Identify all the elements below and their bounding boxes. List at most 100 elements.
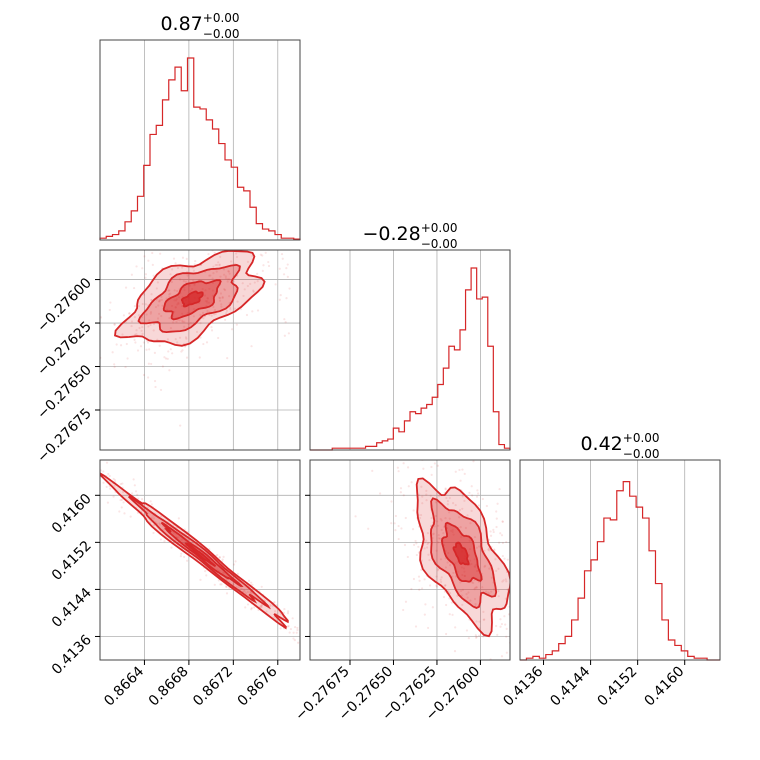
sample-point: [214, 263, 217, 267]
sample-point: [423, 547, 426, 550]
sample-point: [274, 283, 277, 286]
sample-point: [472, 713, 474, 715]
sample-point: [463, 574, 466, 577]
sample-point: [459, 479, 462, 482]
sample-point: [292, 637, 295, 640]
sample-point: [113, 484, 116, 487]
sample-point: [461, 495, 464, 498]
sample-point: [473, 535, 477, 539]
sample-point: [397, 524, 400, 528]
sample-point: [194, 259, 197, 263]
sample-point: [406, 555, 409, 559]
x-tick-label: 0.8668: [146, 664, 192, 710]
sample-point: [147, 376, 150, 379]
sample-point: [437, 495, 441, 498]
sample-point: [524, 529, 526, 531]
sample-point: [171, 352, 174, 355]
sample-point: [407, 485, 410, 488]
sample-point: [179, 555, 182, 558]
x-tick-label: 0.4144: [547, 663, 593, 709]
sample-point: [442, 532, 445, 535]
panel-title-2: −0.28+0.00: [362, 221, 457, 245]
sample-point: [160, 298, 164, 301]
sample-point: [260, 585, 263, 588]
sample-point: [128, 312, 131, 315]
sample-point: [203, 294, 207, 297]
sample-point: [504, 578, 507, 581]
sample-point: [208, 274, 211, 277]
sample-point: [540, 592, 542, 594]
sample-point: [147, 325, 150, 328]
sample-point: [403, 543, 407, 547]
sample-point: [430, 516, 433, 520]
sample-point: [184, 336, 188, 339]
x-tick-label: 0.8676: [235, 663, 281, 709]
sample-point: [212, 272, 215, 275]
scatter-panel-3: [310, 433, 542, 715]
histogram-frame-2: [309, 249, 511, 451]
sample-point: [144, 276, 147, 279]
sample-point: [446, 433, 448, 435]
sample-point: [148, 319, 151, 322]
sample-point: [181, 256, 185, 259]
sample-point: [537, 575, 539, 577]
sample-point: [92, 266, 94, 268]
sample-point: [407, 466, 410, 469]
sample-point: [159, 523, 162, 526]
sample-point: [186, 274, 189, 277]
sample-point: [252, 289, 255, 292]
sample-point: [91, 278, 93, 280]
sample-point: [419, 513, 423, 517]
sample-point: [446, 500, 450, 503]
panel-title-1: 0.87+0.00: [160, 11, 239, 35]
sample-point: [113, 365, 116, 368]
sample-point: [226, 234, 228, 236]
sample-point: [141, 326, 144, 329]
sample-point: [243, 590, 246, 593]
sample-point: [452, 533, 455, 536]
sample-point: [142, 341, 146, 344]
sample-point: [218, 263, 221, 266]
sample-point: [158, 344, 161, 347]
sample-point: [448, 496, 451, 500]
sample-point: [283, 318, 286, 321]
sample-point: [514, 595, 516, 597]
sample-point: [236, 572, 239, 575]
sample-point: [399, 208, 401, 210]
sample-point: [152, 524, 156, 527]
sample-point: [225, 312, 228, 315]
sample-point: [81, 454, 83, 456]
sample-point: [178, 336, 182, 339]
sample-point: [390, 522, 393, 525]
sample-point: [164, 357, 168, 360]
sample-point: [216, 230, 218, 232]
sample-point: [195, 330, 199, 333]
sample-point: [26, 426, 28, 428]
sample-point: [150, 503, 153, 506]
sample-point: [251, 583, 254, 586]
sample-point: [429, 494, 432, 497]
sample-point: [253, 281, 256, 284]
sample-point: [499, 618, 502, 621]
sample-point: [502, 678, 504, 680]
sample-point: [160, 314, 163, 318]
sample-point: [64, 331, 66, 333]
sample-point: [232, 563, 236, 566]
sample-point: [219, 275, 222, 278]
sample-point: [444, 487, 447, 490]
sample-point: [426, 542, 429, 546]
sample-point: [418, 579, 421, 582]
sample-point: [204, 299, 207, 303]
sample-point: [278, 267, 281, 270]
sample-point: [136, 493, 139, 496]
sample-point: [211, 281, 215, 285]
sample-point: [214, 312, 217, 316]
sample-point: [501, 580, 504, 583]
sample-point: [244, 606, 247, 609]
sample-point: [495, 624, 498, 628]
sample-point: [397, 537, 400, 541]
sample-point: [501, 520, 504, 523]
sample-point: [180, 552, 183, 555]
sample-point: [393, 522, 396, 525]
sample-point: [89, 460, 91, 462]
